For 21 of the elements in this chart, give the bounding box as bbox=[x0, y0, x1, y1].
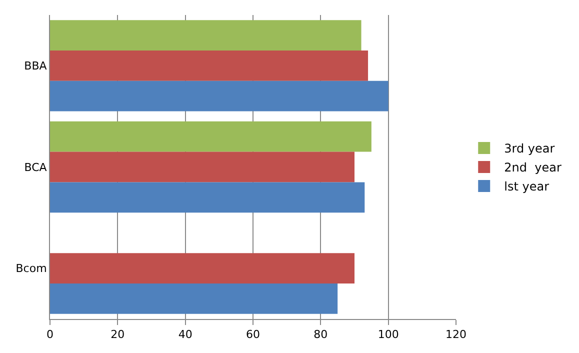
bar bbox=[50, 80, 388, 112]
bar bbox=[50, 253, 354, 284]
y-tick-label: BBA bbox=[24, 60, 48, 73]
bar bbox=[50, 152, 354, 182]
x-tick-label: 60 bbox=[246, 328, 260, 342]
x-tick-label: 20 bbox=[110, 328, 125, 342]
y-tick-label: Bcom bbox=[16, 262, 47, 276]
legend-label: 3rd year bbox=[504, 142, 555, 156]
y-tick-label: BCA bbox=[24, 160, 48, 174]
bar bbox=[50, 182, 365, 213]
legend-label: lst year bbox=[504, 180, 550, 194]
bar bbox=[50, 20, 362, 50]
x-tick-label: 0 bbox=[46, 328, 54, 342]
x-tick-label: 100 bbox=[378, 328, 399, 342]
x-tick-label: 40 bbox=[178, 328, 192, 342]
bar bbox=[50, 121, 372, 152]
x-tick-label: 80 bbox=[314, 328, 328, 342]
bar bbox=[50, 50, 368, 81]
x-tick-label: 120 bbox=[446, 328, 466, 342]
bar bbox=[50, 284, 338, 314]
legend-label: 2nd year bbox=[504, 160, 562, 175]
